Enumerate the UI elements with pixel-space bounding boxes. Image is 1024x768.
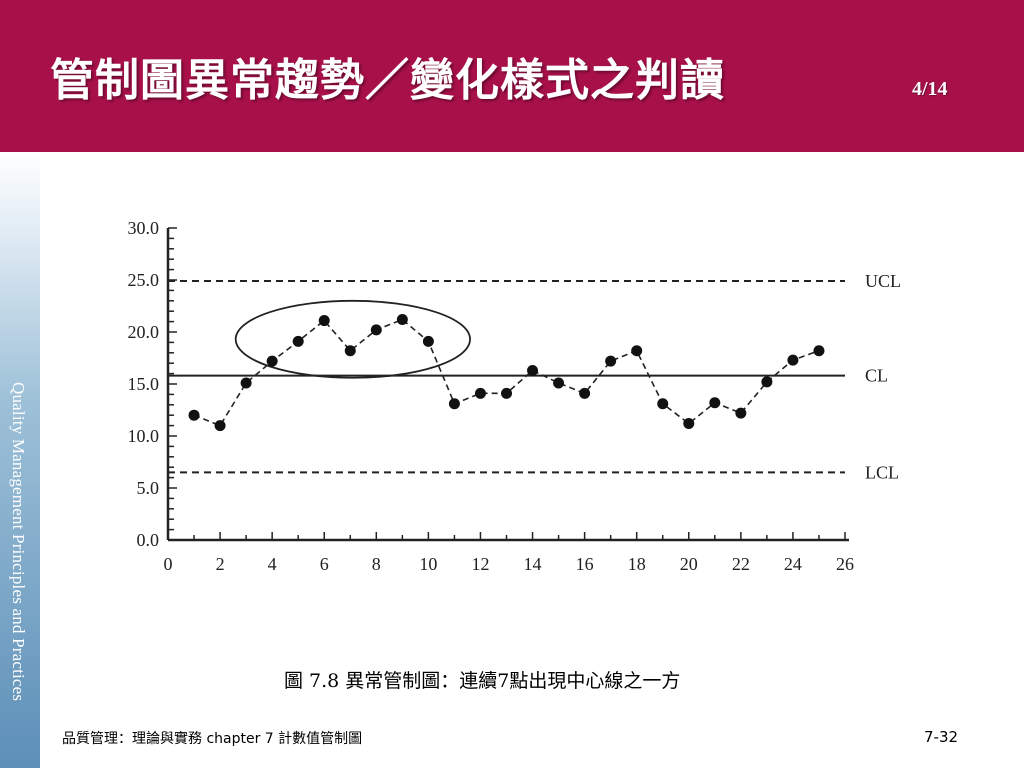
data-point: [318, 315, 330, 327]
data-point: [787, 354, 799, 366]
data-point: [501, 387, 512, 399]
data-point: [240, 377, 252, 389]
data-point: [631, 345, 643, 357]
footer-course-info: 品質管理：理論與實務 chapter 7 計數值管制圖: [62, 731, 363, 747]
x-tick-label: 8: [372, 554, 381, 574]
x-tick-label: 10: [419, 554, 437, 574]
x-tick-label: 6: [320, 554, 329, 574]
figure-caption: 圖 7.8 異常管制圖：連續7點出現中心線之一方: [284, 670, 681, 692]
x-tick-label: 18: [628, 554, 646, 574]
data-point: [188, 409, 200, 421]
data-point: [214, 420, 226, 432]
control-line-label-lcl: LCL: [865, 462, 899, 482]
y-tick-label: 25.0: [128, 270, 160, 290]
data-point: [344, 345, 356, 357]
page-counter: 4/14: [912, 78, 948, 100]
slide-title: 管制圖異常趨勢／變化樣式之判讀: [50, 55, 725, 106]
y-tick-label: 0.0: [137, 530, 160, 550]
y-tick-label: 15.0: [128, 374, 160, 394]
data-point: [266, 355, 278, 367]
data-point: [396, 314, 408, 326]
y-tick-label: 30.0: [128, 218, 160, 238]
data-point: [709, 397, 721, 409]
data-point: [474, 387, 486, 399]
data-point: [761, 376, 773, 388]
x-tick-label: 12: [471, 554, 489, 574]
highlight-ellipse: [234, 299, 471, 379]
data-point: [422, 335, 434, 347]
x-tick-label: 4: [268, 554, 277, 574]
data-point: [579, 387, 591, 399]
control-line-label-cl: CL: [865, 366, 888, 386]
data-point: [683, 418, 695, 430]
data-point: [292, 335, 304, 347]
x-tick-label: 24: [784, 554, 802, 574]
x-tick-label: 16: [576, 554, 594, 574]
x-tick-label: 2: [216, 554, 225, 574]
data-point: [813, 345, 825, 357]
data-point: [370, 324, 382, 336]
y-tick-label: 20.0: [128, 322, 160, 342]
x-tick-label: 0: [164, 554, 173, 574]
data-point: [527, 364, 539, 376]
data-point: [553, 377, 565, 389]
control-chart: 0.05.010.015.020.025.030.00 2 4 6 8 10 12 14 16 1…: [128, 218, 902, 574]
data-point: [605, 355, 617, 367]
control-line-label-ucl: UCL: [865, 271, 901, 291]
slide-header: [0, 0, 1024, 152]
x-tick-label: 26: [836, 554, 854, 574]
sidebar-course-title: Quality Management Principles and Practi…: [9, 382, 28, 702]
x-tick-label: 20: [680, 554, 698, 574]
data-point: [448, 398, 460, 410]
data-point: [657, 398, 669, 410]
y-tick-label: 10.0: [128, 426, 160, 446]
data-point: [735, 407, 747, 419]
series-line: [193, 318, 820, 427]
x-tick-label: 14: [524, 554, 542, 574]
y-tick-label: 5.0: [137, 478, 160, 498]
sidebar-band: [0, 152, 40, 768]
x-tick-label: 22: [732, 554, 750, 574]
footer-page-number: 7-32: [924, 728, 959, 746]
